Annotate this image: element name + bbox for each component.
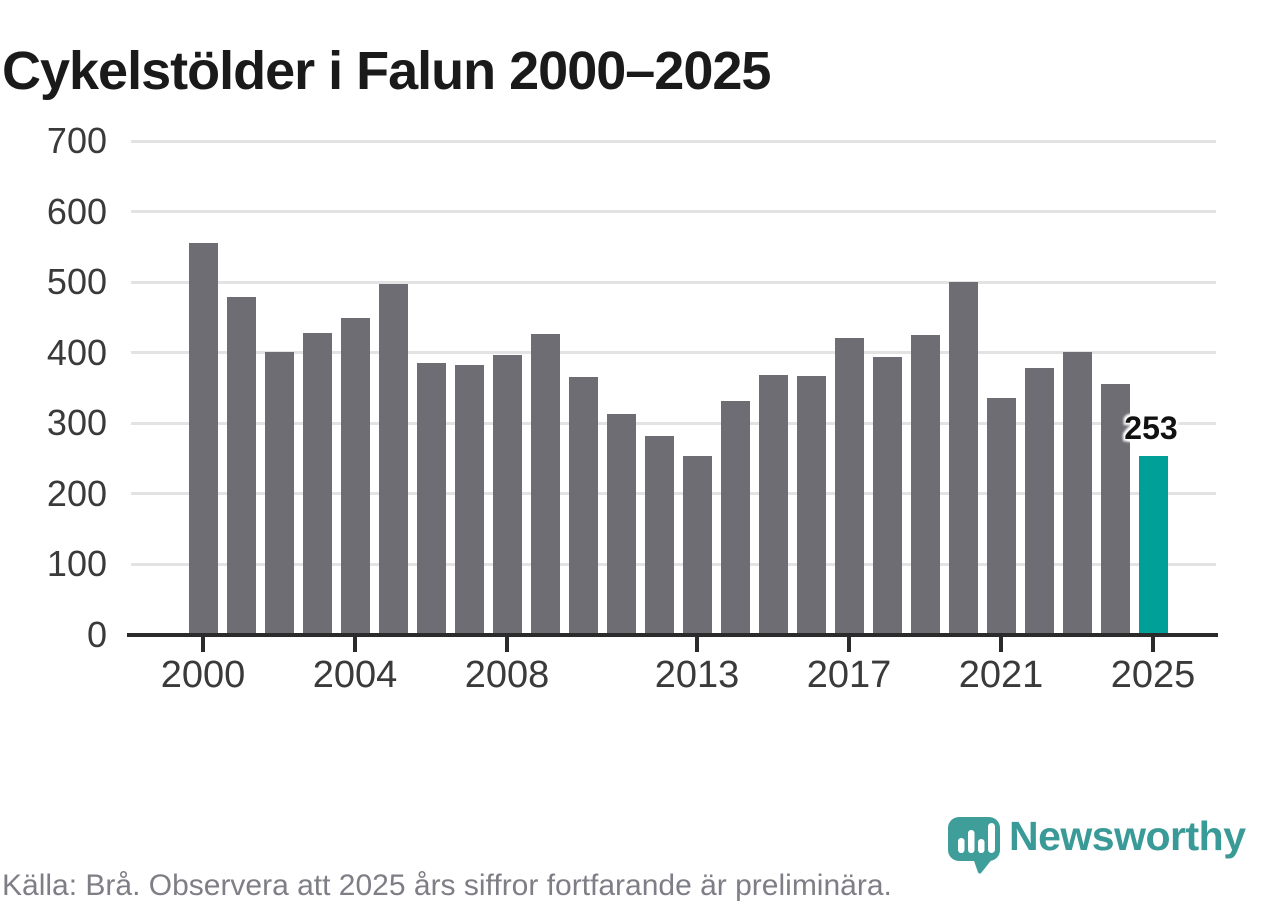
y-axis-label-600: 600: [46, 190, 107, 232]
bar-2009: [530, 333, 560, 635]
x-axis-tick-2000: [201, 637, 205, 652]
bar-2023: [1062, 352, 1092, 635]
bar-2007: [454, 364, 484, 635]
page-title: Cykelstölder i Falun 2000–2025: [2, 41, 771, 102]
bar-2021: [986, 397, 1016, 635]
bar-2000: [188, 243, 218, 635]
y-axis-label-400: 400: [46, 331, 107, 373]
bar-2017: [834, 337, 864, 635]
x-axis-tick-2021: [999, 637, 1003, 652]
bar-2011: [606, 414, 636, 635]
y-gridline-100: [131, 562, 1216, 566]
x-axis-tick-2017: [847, 637, 851, 652]
y-axis-label-300: 300: [46, 402, 107, 444]
newsworthy-wordmark: Newsworthy: [1009, 813, 1246, 859]
bar-2024: [1100, 384, 1130, 635]
x-axis-label-2021: 2021: [958, 654, 1044, 696]
y-gridline-700: [131, 139, 1216, 143]
y-gridline-200: [131, 492, 1216, 496]
x-axis-label-2004: 2004: [312, 654, 398, 696]
x-axis-label-2000: 2000: [160, 654, 246, 696]
x-axis-tick-2004: [353, 637, 357, 652]
x-axis-tick-2013: [695, 637, 699, 652]
bar-2020: [948, 282, 978, 635]
bar-2001: [226, 296, 256, 635]
bar-2005: [378, 284, 408, 635]
bar-2019: [910, 335, 940, 635]
bar-2006: [416, 362, 446, 635]
bar-2014: [720, 400, 750, 635]
x-axis-line: [127, 633, 1218, 637]
y-axis-label-100: 100: [46, 543, 107, 585]
x-axis-tick-2008: [505, 637, 509, 652]
bar-chart: 0 100 200 300 400 500 600 700 2000 2004 2008 2013 20…: [46, 120, 1218, 696]
y-gridline-300: [131, 421, 1216, 425]
y-gridline-600: [131, 210, 1216, 214]
x-axis-label-2008: 2008: [464, 654, 550, 696]
bar-2013: [682, 455, 712, 635]
y-gridline-500: [131, 280, 1216, 284]
x-axis-label-2017: 2017: [806, 654, 892, 696]
bar-2010: [568, 377, 598, 635]
y-axis-label-700: 700: [46, 120, 107, 161]
y-axis-label-0: 0: [86, 614, 107, 655]
bar-2016: [796, 376, 826, 635]
bar-2025: [1138, 456, 1168, 635]
y-axis-label-500: 500: [46, 261, 107, 303]
bar-2003: [302, 332, 332, 635]
y-axis-label-200: 200: [46, 472, 107, 514]
x-axis-label-2025: 2025: [1110, 654, 1196, 696]
bar-2018: [872, 356, 902, 635]
y-gridline-400: [131, 351, 1216, 355]
bar-2022: [1024, 367, 1054, 635]
x-axis-tick-2025: [1151, 637, 1155, 652]
newsworthy-chart-pin-icon: [948, 817, 1002, 882]
bar-2012: [644, 435, 674, 635]
data-point-label: 253: [1124, 410, 1178, 447]
bar-2002: [264, 352, 294, 635]
x-axis-label-2013: 2013: [654, 654, 740, 696]
bar-2008: [492, 354, 522, 635]
bar-2004: [340, 318, 370, 635]
source-note: Källa: Brå. Observera att 2025 års siffr…: [2, 869, 892, 902]
bar-2015: [758, 374, 788, 635]
